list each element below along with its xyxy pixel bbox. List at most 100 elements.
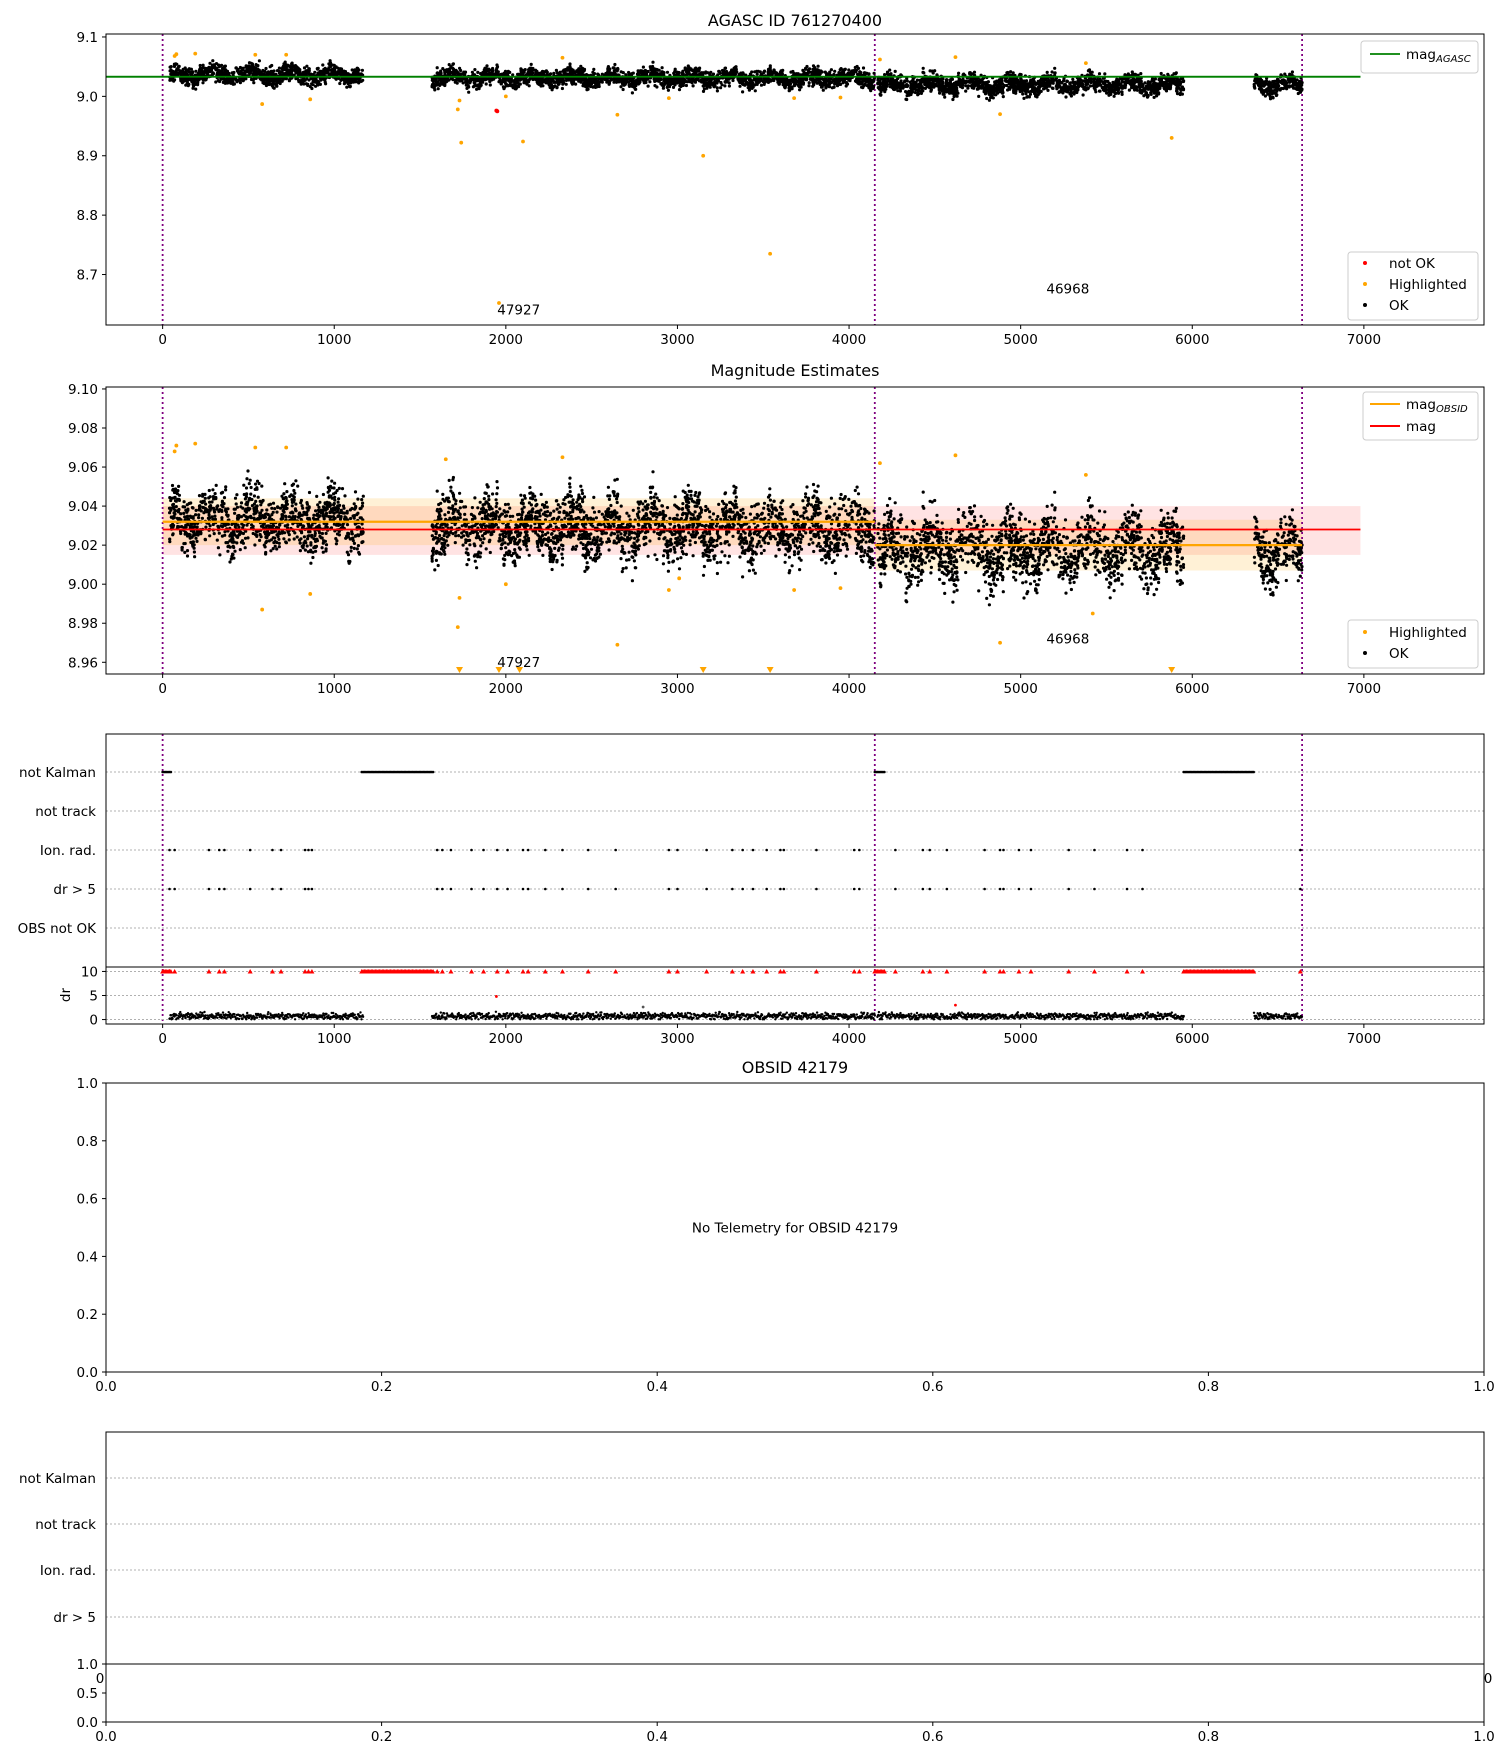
ok-point — [443, 83, 447, 88]
ok-point — [600, 72, 604, 76]
ok-point — [498, 80, 502, 84]
ok-point — [234, 66, 238, 70]
ok-point — [653, 70, 657, 74]
ok-point — [515, 84, 519, 88]
ok-point — [863, 83, 867, 87]
ok-point — [923, 80, 927, 84]
ok-point — [310, 82, 314, 86]
ok-point — [792, 71, 796, 76]
ok-point — [1179, 77, 1183, 81]
ok-point — [448, 70, 452, 75]
ok-point — [708, 82, 712, 86]
ok-point — [891, 84, 895, 88]
ok-point — [807, 84, 811, 88]
ok-point — [541, 84, 545, 88]
ok-point — [984, 91, 988, 95]
ok-point — [612, 66, 616, 70]
ok-point — [1021, 92, 1025, 96]
ok-point — [1157, 91, 1161, 95]
ok-point — [503, 77, 507, 81]
ok-point — [1068, 82, 1072, 86]
ok-point — [441, 67, 445, 71]
ok-point — [213, 64, 217, 69]
ok-point — [172, 62, 176, 66]
ok-point — [1159, 71, 1163, 76]
ok-point — [282, 67, 286, 71]
ok-point — [693, 79, 697, 83]
ok-point — [750, 70, 754, 74]
ok-point — [1016, 85, 1020, 89]
ok-point — [1090, 70, 1094, 74]
ok-point — [561, 82, 565, 86]
ok-point — [905, 79, 909, 83]
ok-point — [184, 68, 188, 72]
ok-point — [938, 91, 942, 95]
ok-point — [1053, 66, 1057, 70]
ok-point — [773, 70, 777, 74]
ok-point — [558, 70, 562, 74]
ok-point — [952, 85, 957, 89]
ok-point — [1165, 77, 1169, 81]
ok-point — [864, 78, 868, 82]
ok-point — [342, 82, 346, 86]
ok-point — [1031, 83, 1035, 87]
ok-point — [511, 83, 515, 87]
ok-point — [238, 65, 242, 70]
ok-point — [780, 71, 784, 75]
ok-point — [522, 70, 526, 74]
ok-point — [881, 81, 886, 85]
ok-point — [208, 61, 212, 65]
ok-point — [715, 86, 719, 90]
ok-point — [517, 72, 521, 76]
ok-point — [468, 78, 472, 82]
ok-point — [938, 78, 942, 82]
ok-point — [991, 85, 996, 89]
ok-point — [788, 82, 792, 86]
ok-point — [665, 81, 669, 85]
ok-point — [349, 81, 353, 85]
ok-point — [459, 68, 463, 73]
ok-point — [214, 62, 219, 66]
ok-point — [455, 81, 459, 85]
ok-point — [939, 86, 944, 90]
ok-point — [607, 68, 612, 72]
ok-point — [306, 82, 310, 86]
ok-point — [987, 90, 991, 94]
ok-point — [1053, 71, 1057, 75]
ok-point — [467, 90, 471, 94]
ok-point — [715, 89, 720, 93]
ok-point — [270, 84, 274, 88]
ok-point — [809, 77, 813, 81]
ok-point — [1097, 89, 1102, 93]
ok-point — [187, 70, 191, 74]
ok-point — [1045, 70, 1049, 74]
ok-point — [272, 86, 276, 90]
ok-point — [686, 64, 690, 68]
ok-point — [676, 72, 680, 76]
ok-point — [1092, 86, 1096, 90]
ok-point — [249, 68, 253, 72]
ok-point — [182, 78, 186, 82]
ok-point — [969, 72, 973, 76]
ok-point — [338, 70, 342, 74]
ok-point — [905, 90, 909, 95]
ok-point — [1037, 89, 1041, 93]
ok-point — [1113, 83, 1117, 87]
ok-point — [236, 70, 240, 74]
ok-point — [1007, 85, 1011, 89]
ok-point — [949, 82, 953, 86]
ok-point — [288, 68, 292, 72]
agasc-title: AGASC ID 761270400 — [708, 11, 882, 30]
ok-point — [181, 70, 185, 75]
ok-point — [929, 89, 933, 93]
ok-point — [317, 72, 322, 76]
ok-point — [665, 70, 670, 74]
ok-point — [1086, 86, 1090, 90]
ok-point — [998, 90, 1002, 94]
ok-point — [220, 73, 224, 77]
ok-point — [244, 64, 248, 68]
ok-point — [1012, 87, 1016, 91]
ok-point — [1076, 88, 1080, 92]
ok-point — [1101, 86, 1105, 90]
ok-point — [180, 79, 184, 83]
